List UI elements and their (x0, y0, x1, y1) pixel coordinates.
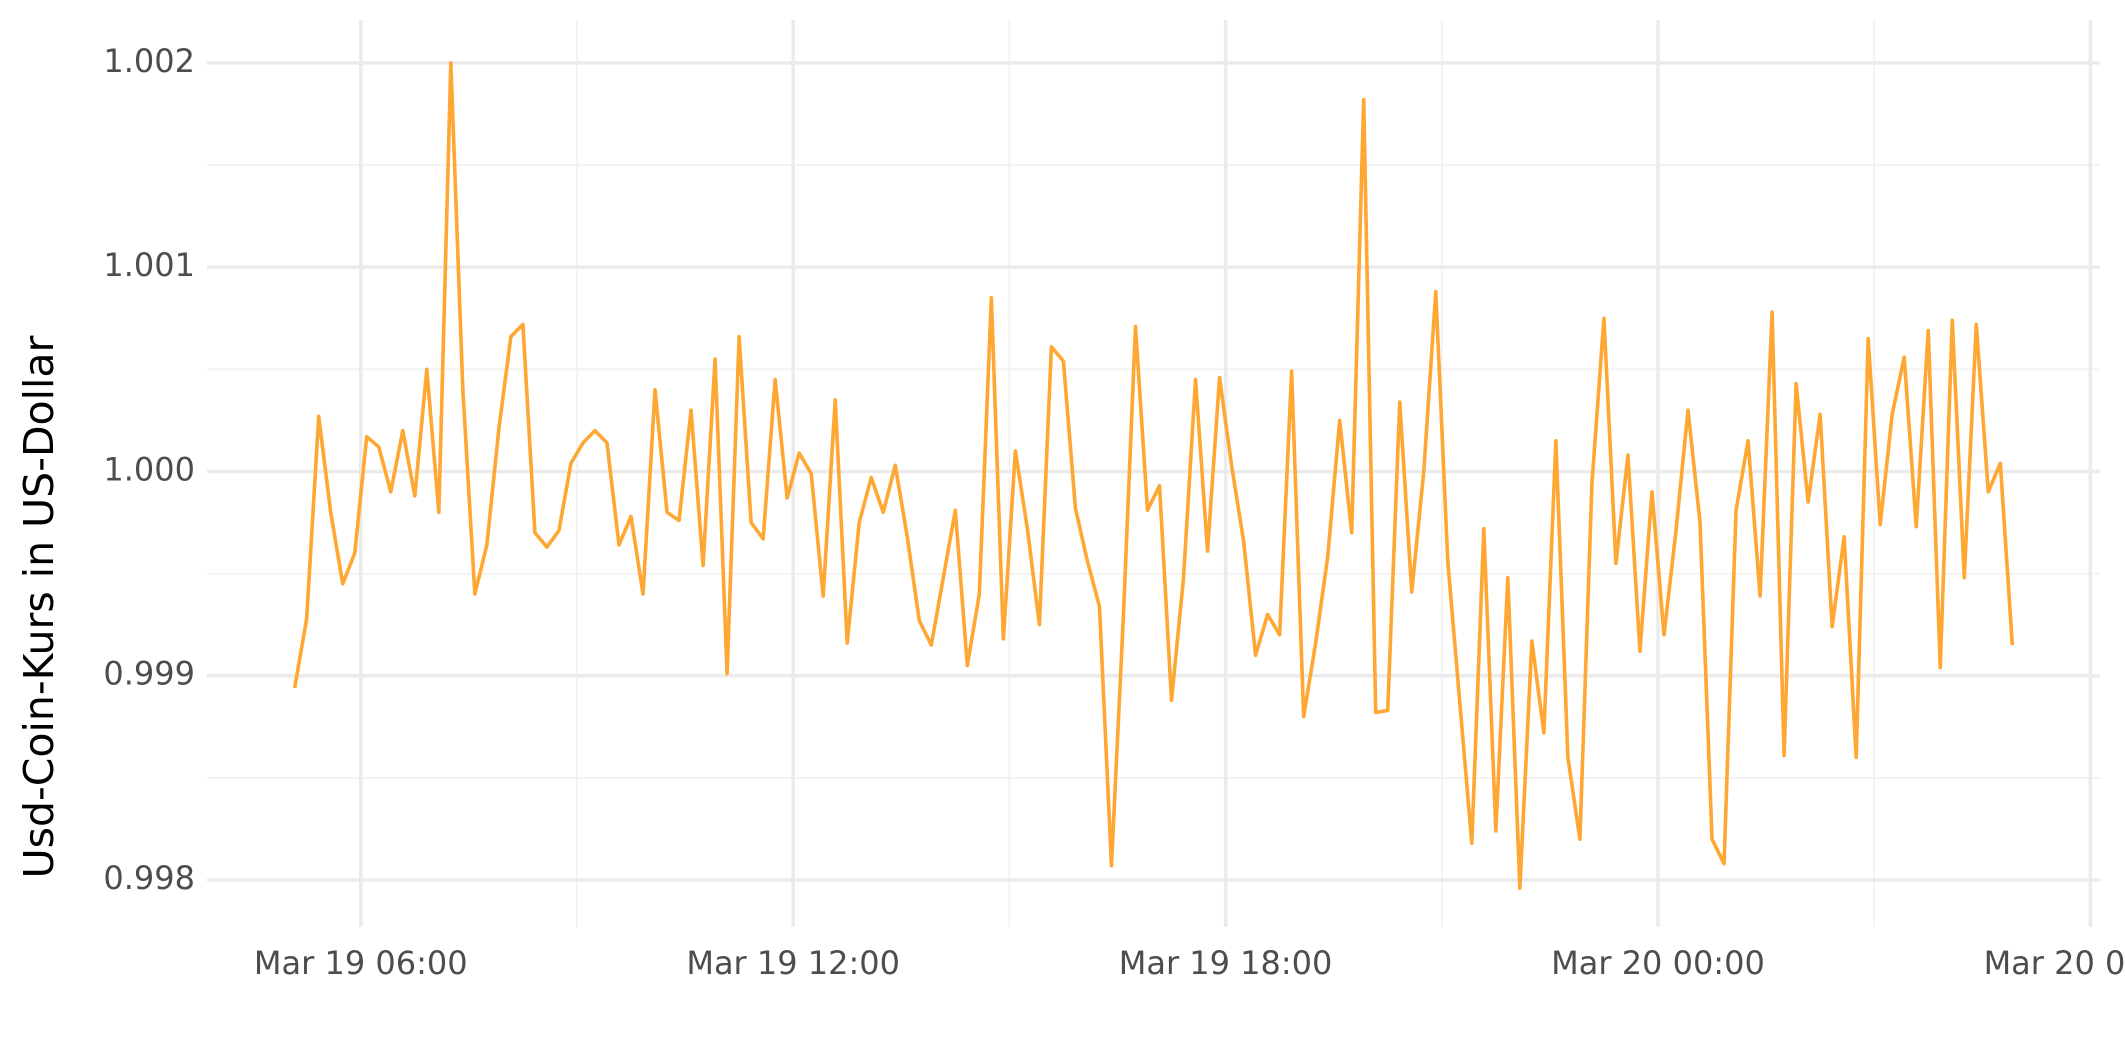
y-tick-label: 1.002 (103, 42, 195, 80)
y-tick-label: 0.999 (103, 655, 195, 693)
y-tick-label: 1.001 (103, 246, 195, 284)
y-tick-label: 1.000 (103, 450, 195, 488)
x-tick-label: Mar 19 12:00 (686, 944, 900, 982)
y-axis-title: Usd-Coin-Kurs in US-Dollar (15, 335, 63, 878)
x-tick-label: Mar 20 00:00 (1551, 944, 1765, 982)
y-tick-label: 0.998 (103, 859, 195, 897)
x-tick-label: Mar 19 06:00 (254, 944, 468, 982)
price-line (292, 61, 2015, 890)
x-tick-label: Mar 19 18:00 (1119, 944, 1333, 982)
x-tick-label: Mar 20 06:00 (1984, 944, 2125, 982)
